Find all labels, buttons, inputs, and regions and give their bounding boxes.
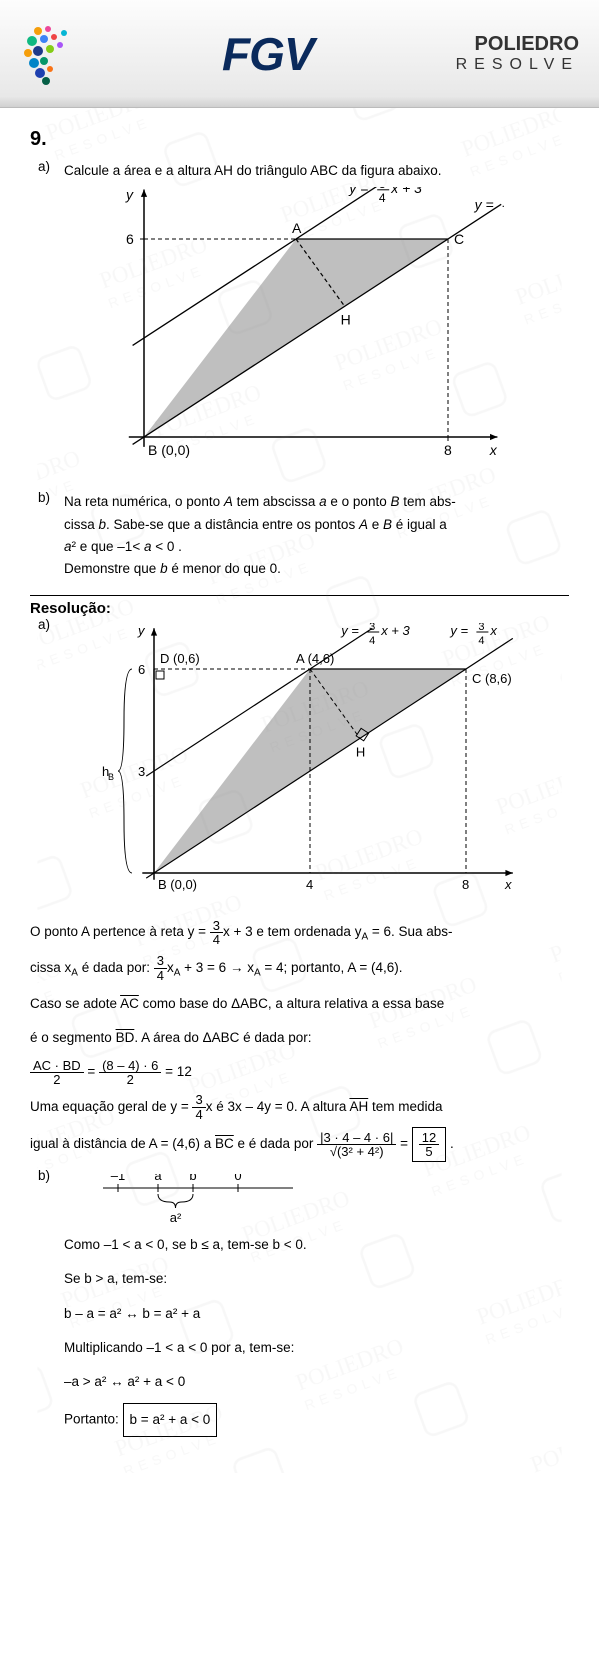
svg-text:4: 4	[369, 635, 375, 647]
svg-text:A (4,6): A (4,6)	[296, 651, 334, 666]
svg-text:C (8,6): C (8,6)	[472, 671, 512, 686]
svg-text:A: A	[292, 220, 302, 236]
part-b-label: b)	[30, 490, 50, 581]
brand-poliedro: POLIEDRO RESOLVE	[456, 33, 579, 74]
svg-text:x + 3: x + 3	[390, 187, 422, 196]
svg-text:y =: y =	[340, 623, 359, 638]
resolution-title: Resolução:	[30, 600, 569, 617]
solution-b-text: Como –1 < a < 0, se b ≤ a, tem-se b < 0.…	[64, 1231, 569, 1437]
svg-text:a²: a²	[170, 1210, 182, 1222]
svg-text:x: x	[489, 623, 497, 638]
svg-text:x: x	[489, 442, 498, 458]
brand-poliedro-top: POLIEDRO	[456, 33, 579, 56]
header: FGV POLIEDRO RESOLVE	[0, 0, 599, 108]
svg-text:B (0,0): B (0,0)	[158, 877, 197, 892]
svg-text:y: y	[125, 187, 134, 202]
part-a-text: Calcule a área e a altura AH do triângul…	[64, 161, 569, 181]
svg-text:3: 3	[138, 764, 145, 779]
svg-text:y =: y =	[474, 197, 494, 213]
svg-text:B (0,0): B (0,0)	[148, 442, 190, 458]
svg-text:a: a	[154, 1174, 162, 1183]
logo-check-icon	[20, 19, 80, 89]
svg-text:H: H	[356, 745, 365, 760]
svg-text:0: 0	[234, 1174, 241, 1183]
divider	[30, 595, 569, 596]
svg-text:H: H	[341, 312, 351, 328]
sol-a-label: a)	[30, 617, 50, 912]
brand-fgv: FGV	[222, 27, 314, 81]
svg-text:D (0,6): D (0,6)	[160, 651, 200, 666]
svg-text:6: 6	[126, 231, 134, 247]
svg-text:y =: y =	[348, 187, 368, 196]
content: POLIEDRO RESOLVE 9. a) Calcule a área e …	[0, 108, 599, 1473]
part-b-text: Na reta numérica, o ponto A tem abscissa…	[64, 490, 569, 581]
number-line: –1 a b 0 a²	[98, 1174, 569, 1225]
svg-text:4: 4	[379, 191, 386, 205]
svg-text:y: y	[137, 623, 146, 638]
svg-text:6: 6	[138, 662, 145, 677]
solution-a-text: O ponto A pertence à reta y = 34x + 3 e …	[30, 918, 569, 1162]
svg-text:4: 4	[478, 635, 484, 647]
brand-poliedro-bottom: RESOLVE	[456, 56, 579, 74]
svg-text:y =: y =	[449, 623, 468, 638]
svg-text:B: B	[108, 772, 114, 782]
sol-b-label: b)	[30, 1168, 50, 1443]
svg-text:–1: –1	[111, 1174, 125, 1183]
question-number: 9.	[30, 128, 569, 151]
svg-text:C: C	[454, 231, 464, 247]
part-a-label: a)	[30, 159, 50, 486]
svg-text:4: 4	[306, 877, 313, 892]
svg-text:x + 3: x + 3	[380, 623, 410, 638]
figure-a-solution: 6348B (0,0)hBxyD (0,6)A (4,6)C (8,6)Hy =…	[64, 623, 569, 906]
svg-text:x: x	[504, 877, 512, 892]
figure-a: 68B (0,0)xyACHy = 34 x + 3y = 34 x	[64, 187, 569, 480]
svg-text:b: b	[189, 1174, 196, 1183]
svg-text:8: 8	[462, 877, 469, 892]
svg-text:8: 8	[444, 442, 452, 458]
